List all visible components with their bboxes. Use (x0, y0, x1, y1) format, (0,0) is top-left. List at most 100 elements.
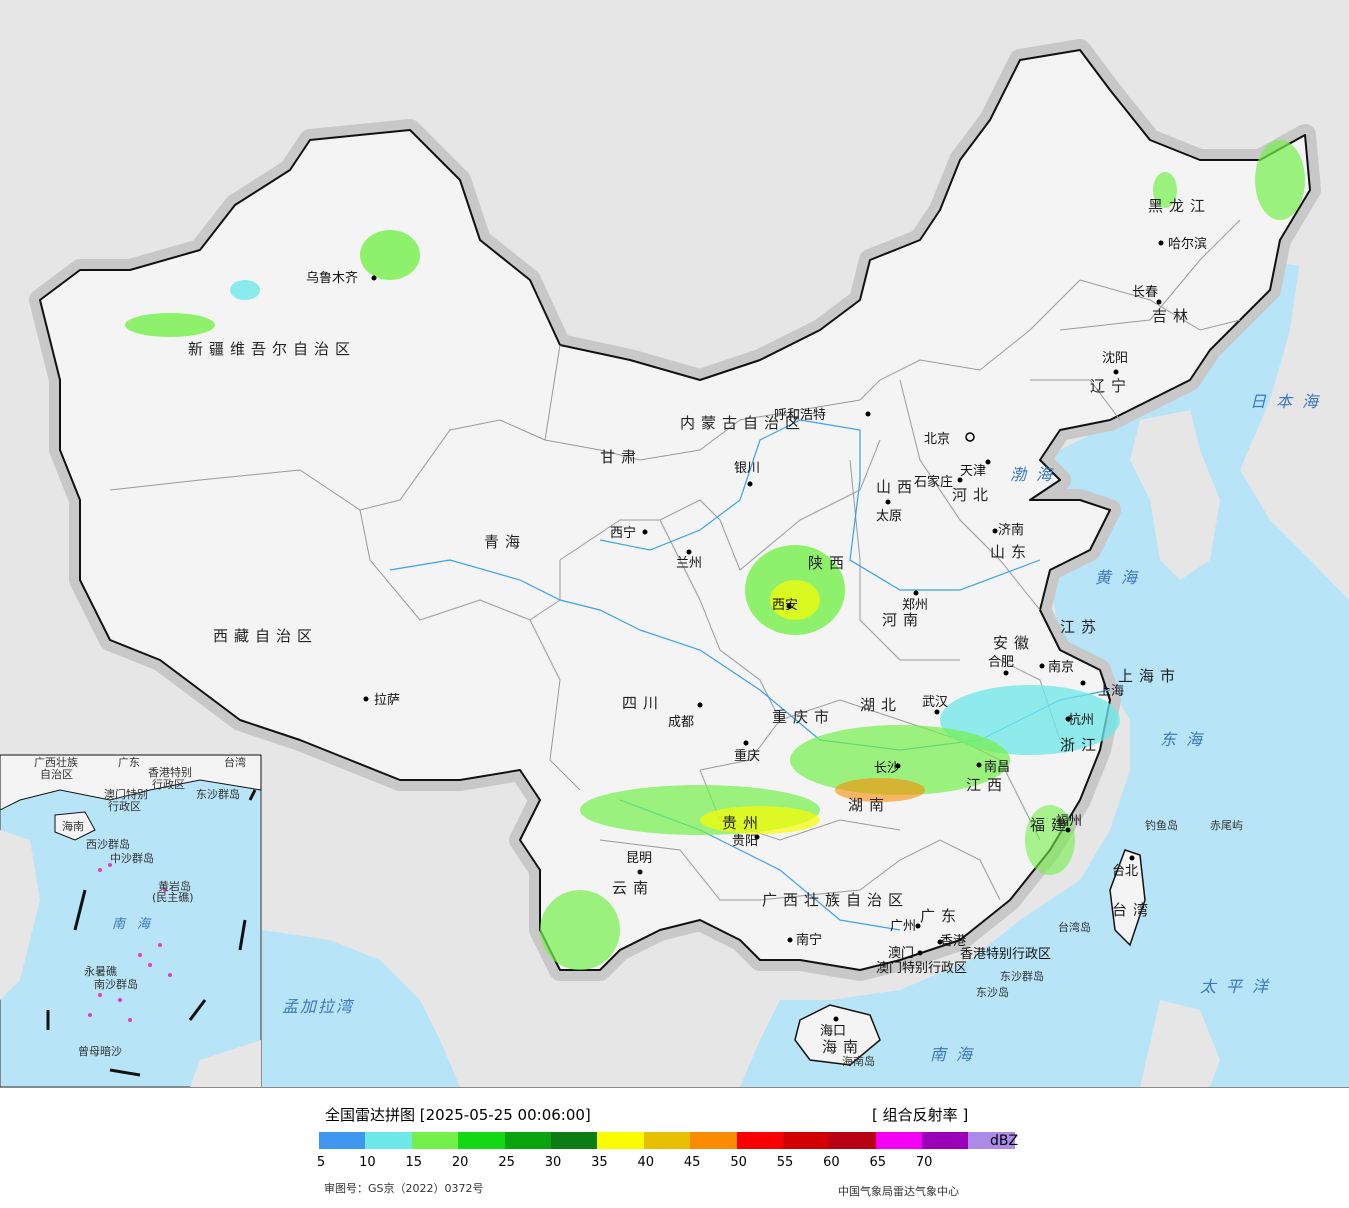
agency-name: 中国气象局雷达气象中心 (838, 1185, 959, 1198)
province-label: 浙江 (1060, 736, 1102, 754)
unit-label: dBZ (990, 1133, 1019, 1149)
city-label: 郑州 (902, 598, 928, 613)
province-label: 福建 (1030, 816, 1072, 834)
sea-label: 太平洋 (1200, 977, 1278, 996)
inset-label: 黄岩岛 (158, 879, 191, 893)
scale-tick-label: 30 (544, 1155, 562, 1170)
province-label: 辽宁 (1090, 377, 1132, 395)
inset-label: 台湾 (224, 755, 246, 769)
city-label: 天津 (960, 464, 986, 479)
city-label: 长春 (1132, 285, 1158, 300)
product-name: [ 组合反射率 ] (872, 1106, 969, 1124)
taiwan-island (1109, 849, 1146, 947)
province-label: 安徽 (993, 634, 1035, 652)
city-label: 呼和浩特 (774, 408, 826, 423)
color-swatch (319, 1132, 366, 1149)
sea-label: 孟加拉湾 (282, 997, 355, 1016)
sea-labels: 日本海 渤海 黄海 东海 太平洋 南海 孟加拉湾 (282, 392, 1328, 1064)
province-label: 云南 (612, 879, 654, 897)
city-label: 沈阳 (1102, 351, 1128, 366)
inset-label: 香港特别 (148, 765, 192, 779)
province-label: 河北 (952, 486, 994, 504)
city-label: 济南 (998, 522, 1024, 538)
province-label: 湖南 (848, 796, 890, 814)
japan-land (1240, 200, 1349, 600)
province-label: 山东 (990, 543, 1032, 561)
province-label: 新疆维吾尔自治区 (188, 340, 356, 358)
province-label: 湖北 (860, 696, 902, 714)
city-label: 成都 (668, 715, 694, 730)
color-swatch (550, 1132, 598, 1149)
scale-tick-label: 15 (405, 1155, 423, 1170)
inset-label: 自治区 (40, 767, 73, 781)
province-label: 重庆市 (772, 708, 835, 726)
province-labels: 新疆维吾尔自治区 西藏自治区 青海 甘肃 内蒙古自治区 黑龙江 吉林 辽宁 河北… (188, 197, 1205, 1056)
inset-label: 南沙群岛 (94, 977, 138, 991)
scale-tick-label: 5 (316, 1155, 326, 1170)
province-label: 甘肃 (600, 448, 642, 466)
scale-tick-label: 25 (498, 1155, 515, 1170)
scale-tick-label: 55 (776, 1155, 794, 1170)
inset-label: (民主礁) (152, 890, 194, 904)
color-swatch (597, 1132, 644, 1149)
city-label: 澳门 (888, 945, 914, 961)
scale-tick-label: 20 (451, 1155, 469, 1170)
city-label: 贵阳 (732, 834, 758, 849)
city-label: 北京 (924, 432, 950, 447)
city-label: 武汉 (922, 695, 948, 710)
inset-label: 西沙群岛 (86, 837, 130, 851)
scale-tick-label: 70 (915, 1155, 933, 1170)
city-label: 合肥 (988, 655, 1014, 670)
province-label: 广东 (920, 907, 962, 925)
radar-map: 新疆维吾尔自治区 西藏自治区 青海 甘肃 内蒙古自治区 黑龙江 吉林 辽宁 河北… (0, 0, 1349, 1087)
scale-tick-label: 10 (359, 1155, 376, 1170)
city-label: 银川 (734, 461, 760, 476)
city-label: 长沙 (874, 761, 900, 776)
sea-label: 日本海 (1250, 392, 1328, 411)
province-label: 贵州 (722, 814, 764, 832)
inset-label: 广西壮族 (34, 755, 78, 769)
province-label: 台湾 (1112, 901, 1154, 919)
scale-ticks: 5 10 15 20 25 30 35 40 45 50 55 60 65 70 (300, 1155, 1000, 1173)
city-label: 台北 (1112, 864, 1138, 879)
sea-label: 东海 (1160, 730, 1212, 749)
island-label: 台湾岛 (1058, 920, 1091, 934)
color-scale (319, 1132, 1015, 1149)
city-label: 乌鲁木齐 (306, 270, 358, 286)
scale-tick-label: 35 (591, 1155, 608, 1170)
province-label: 青海 (484, 533, 526, 551)
city-label: 太原 (876, 509, 902, 524)
inset-label: 行政区 (152, 777, 185, 791)
city-label: 福州 (1056, 814, 1082, 829)
inset-label: 曾母暗沙 (78, 1044, 122, 1058)
sea-bay-of-bengal (262, 930, 460, 1087)
inset-label: 南海 (112, 917, 162, 932)
sea-label: 黄海 (1095, 568, 1147, 587)
island-label: 东沙岛 (976, 985, 1009, 999)
province-label: 河南 (882, 611, 924, 629)
province-boundaries (109, 219, 1241, 901)
inset-labels: 广西壮族 自治区 广东 澳门特别 行政区 香港特别 行政区 东沙群岛 台湾 海南… (34, 755, 246, 1058)
color-swatch (365, 1132, 412, 1149)
color-swatch (782, 1132, 830, 1149)
province-label: 广西壮族自治区 (762, 891, 909, 909)
korea-land (1130, 410, 1220, 580)
philippines-land (1140, 1000, 1220, 1087)
province-label: 香港特别行政区 (960, 947, 1051, 962)
city-label: 兰州 (676, 556, 702, 571)
inset-label: 海南 (62, 819, 84, 833)
province-label: 澳门特别行政区 (876, 960, 967, 976)
city-label: 哈尔滨 (1168, 236, 1207, 252)
color-swatch (411, 1132, 459, 1149)
province-label: 山西 (876, 478, 918, 496)
color-swatch (922, 1132, 969, 1149)
island-label: 海南岛 (842, 1054, 875, 1068)
hainan-island (794, 1004, 881, 1066)
scale-tick-label: 65 (869, 1155, 887, 1170)
color-swatch (643, 1132, 691, 1149)
inset-label: 中沙群岛 (110, 851, 154, 865)
province-label: 陕西 (808, 554, 850, 572)
inset-label: 广东 (118, 756, 140, 769)
province-label: 四川 (622, 694, 664, 712)
city-label: 南京 (1048, 659, 1074, 675)
